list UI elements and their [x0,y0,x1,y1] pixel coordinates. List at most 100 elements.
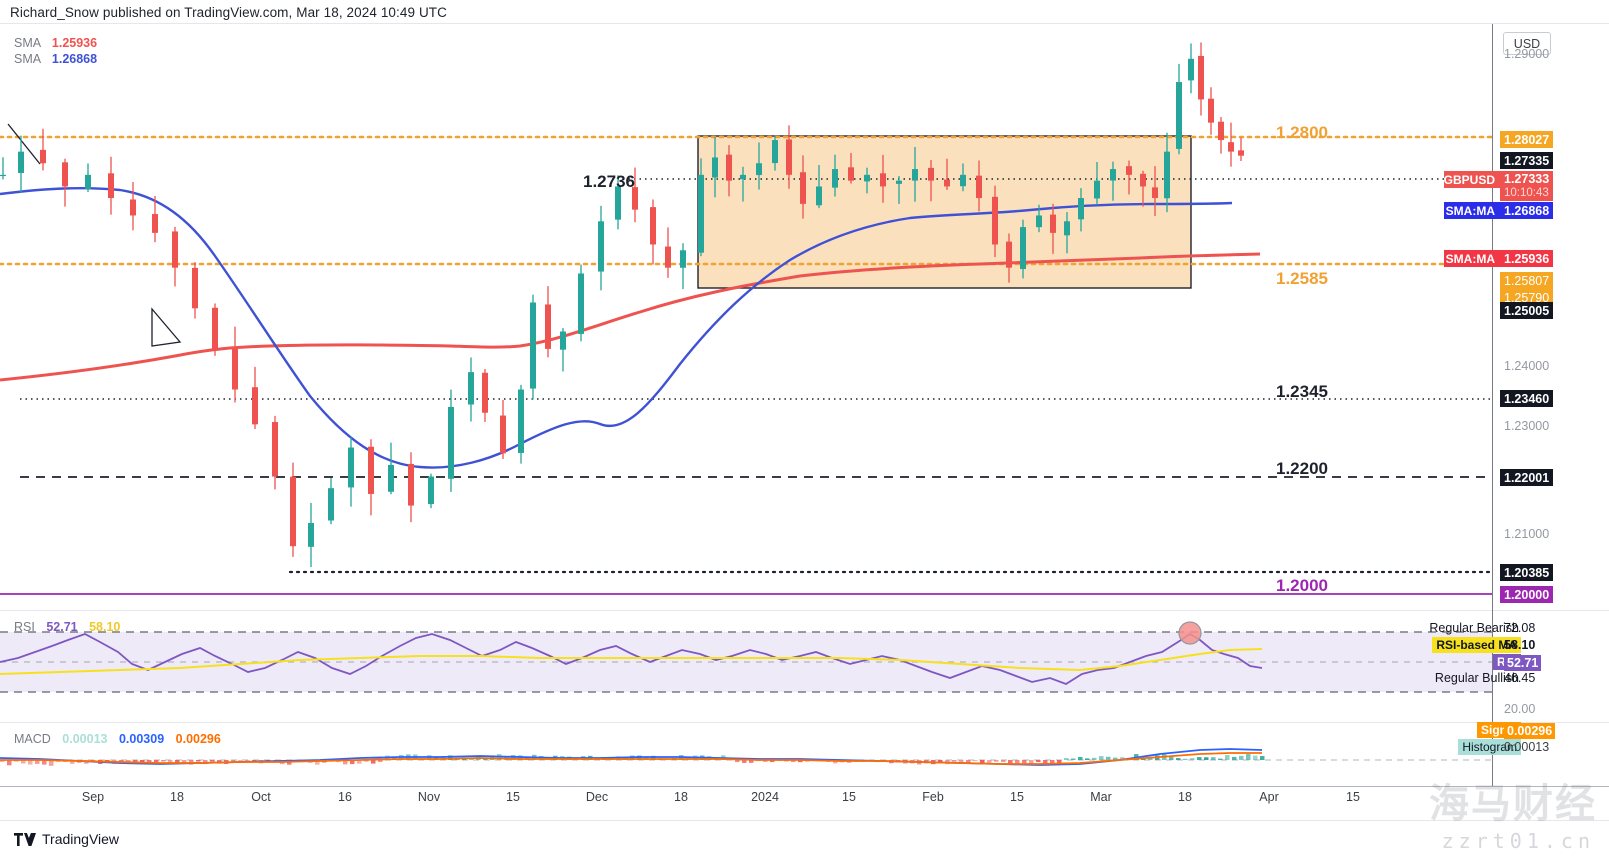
level-label-1-2585: 1.2585 [1276,269,1328,288]
candle-body [560,331,566,350]
macd-bar [1225,755,1230,760]
macd-bar [0,760,5,762]
legend-sma-red-name: SMA [14,36,41,50]
tradingview-mark-icon [14,832,36,846]
candle-body [632,187,638,210]
candle-body [578,273,584,334]
candle-body [272,422,278,477]
macd-bar [1092,757,1097,760]
candle-body [85,174,91,189]
macd-bar [1057,760,1062,764]
candle-body [500,415,506,454]
level-label-1-2736: 1.2736 [583,172,635,191]
price-pill-1-25807: 1.25807 [1500,272,1554,289]
candle-body [1176,82,1182,149]
candle-body [212,307,218,349]
candle-body [832,169,838,188]
candle-body [0,174,6,177]
macd-plot[interactable] [0,724,1492,786]
candle-body [712,157,718,178]
macd-bar [735,760,740,763]
macd-bar [959,760,964,764]
price-pill-current-time: 10:10:43 [1504,187,1549,199]
macd-bar [1085,758,1090,760]
tradingview-logo[interactable]: TradingView [14,831,119,847]
candle-body [1036,215,1042,228]
legend-rsi[interactable]: RSI 52.71 58.10 [14,620,120,634]
price-plot[interactable]: 1.2800 1.2736 1.2585 1.2345 1.2200 1.200… [0,24,1492,610]
candlestick-series [0,42,1244,568]
candle-body [152,214,158,233]
candle-body [18,151,24,174]
macd-bar [1169,757,1174,760]
pennant-shape [151,307,182,347]
candle-body [896,180,902,184]
rsi-pane[interactable]: RSI 52.71 58.10 [0,612,1609,722]
price-pill-1-25790: 1.25790 [1500,289,1554,306]
candle-body [40,149,46,164]
rsi-plot[interactable] [0,612,1492,722]
macd-signal-line [0,752,1262,765]
macd-bar [1008,760,1013,765]
price-axis-divider [1492,24,1493,786]
macd-bar [70,760,75,764]
macd-bar [1120,757,1125,760]
price-pill-1-26868: 1.26868 [1500,202,1554,219]
currency-badge[interactable]: USD [1503,32,1551,55]
macd-bar [175,760,180,763]
macd-pane[interactable]: MACD 0.00013 0.00309 0.00296 [0,724,1609,786]
price-tag-sma-blue: SMA:MA [1444,202,1500,219]
macd-bar [966,760,971,764]
rsi-line [0,632,1263,685]
macd-bar [1197,757,1202,760]
candle-body [1094,180,1100,199]
rsi-value-oversold: 20.00 [1504,702,1536,716]
price-pane[interactable]: 1.2800 1.2736 1.2585 1.2345 1.2200 1.200… [0,24,1609,610]
macd-bar [1239,755,1244,760]
macd-bar [154,760,159,764]
macd-tag-histogram: Histogram [1458,739,1521,755]
price-pill-1-25005: 1.25005 [1500,302,1554,319]
time-tick-16: 16 [338,790,352,804]
candle-body [864,174,870,182]
time-tick-18: 18 [1178,790,1192,804]
macd-bar [35,760,40,764]
legend-sma-blue[interactable]: SMA 1.26868 [14,52,97,66]
price-tag-sma-red: SMA:MA [1444,250,1500,267]
watermark-primary: 海马财经 [1429,781,1597,827]
candle-body [1198,55,1204,100]
price-pill-1-28027: 1.28027 [1500,131,1554,148]
candle-body [108,173,114,199]
legend-macd[interactable]: MACD 0.00013 0.00309 0.00296 [14,732,221,746]
time-tick-mar: Mar [1090,790,1112,804]
rsi-label-regular-bullish: Regular Bullish [1434,671,1519,685]
macd-bar [1232,756,1237,760]
time-tick-feb: Feb [922,790,944,804]
candle-body [518,389,524,453]
macd-bar [196,760,201,762]
candle-body [1064,221,1070,236]
level-label-1-2200: 1.2200 [1276,459,1328,478]
macd-bar [1064,758,1069,760]
macd-bar [1022,760,1027,764]
axis-tick-1-29000: 1.29000 [1504,47,1550,61]
macd-bar [21,760,26,764]
candle-body [1020,227,1026,270]
candle-body [1188,58,1194,81]
candle-body [1238,150,1244,156]
macd-bar [448,755,453,760]
trendline-top-left [7,123,41,165]
rsi-label-regular-bearish: Regular Bearish [1429,621,1519,635]
macd-bar [357,760,362,764]
candle-body [992,196,998,245]
macd-bar [1015,760,1020,765]
candle-body [944,179,950,187]
candle-body [192,267,198,309]
legend-sma-red[interactable]: SMA 1.25936 [14,36,97,50]
legend-sma-red-value: 1.25936 [51,36,98,50]
candle-body [1006,241,1012,268]
macd-bar [651,755,656,760]
candle-body [800,172,806,204]
price-pill-1-23460: 1.23460 [1500,390,1554,407]
macd-bar [1246,754,1251,760]
